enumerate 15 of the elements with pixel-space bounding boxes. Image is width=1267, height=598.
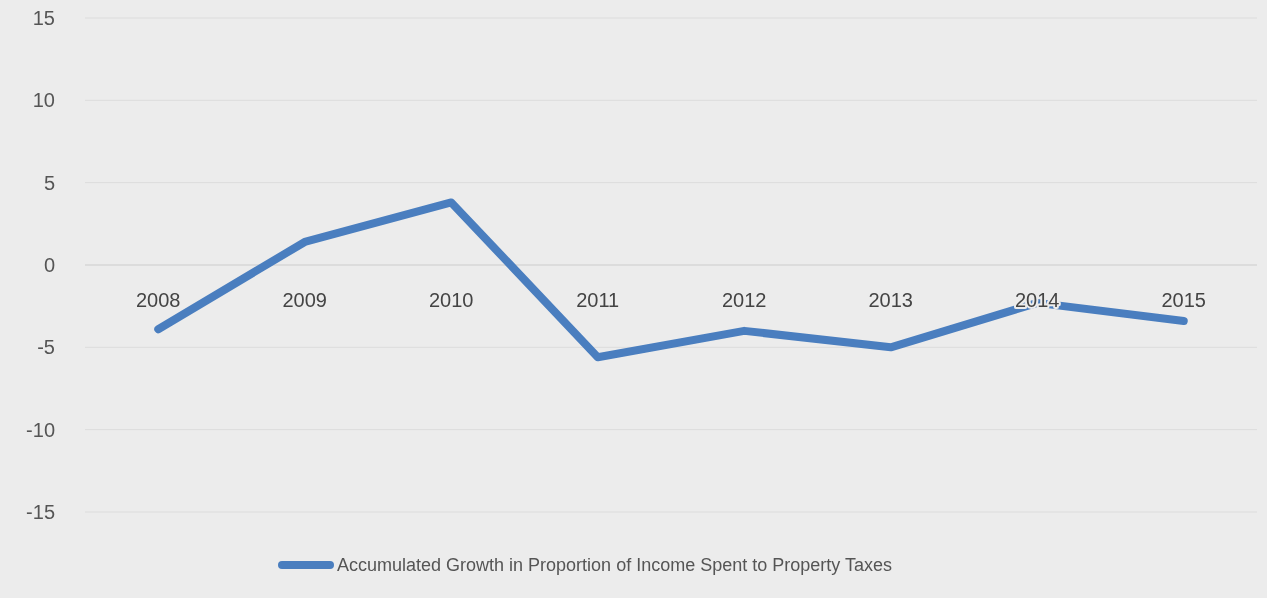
x-tick-label: 2012 [722, 289, 767, 311]
y-tick-label: -5 [37, 336, 55, 359]
y-tick-label: 15 [32, 7, 55, 29]
x-tick-label: 2008 [136, 289, 181, 311]
x-tick-label: 2009 [282, 289, 327, 311]
y-tick-label: 5 [43, 171, 55, 194]
y-tick-label: -10 [26, 418, 55, 441]
x-tick-label: 2013 [868, 289, 913, 311]
x-tick-label: 2011 [576, 289, 620, 311]
x-tick-label: 2010 [429, 289, 474, 311]
y-tick-label: -15 [26, 501, 55, 523]
y-tick-label: 0 [43, 254, 55, 276]
y-tick-label: 10 [32, 89, 55, 112]
legend-label: Accumulated Growth in Proportion of Income Spent to Property Taxes [337, 555, 892, 576]
x-tick-label: 2015 [1161, 289, 1206, 311]
